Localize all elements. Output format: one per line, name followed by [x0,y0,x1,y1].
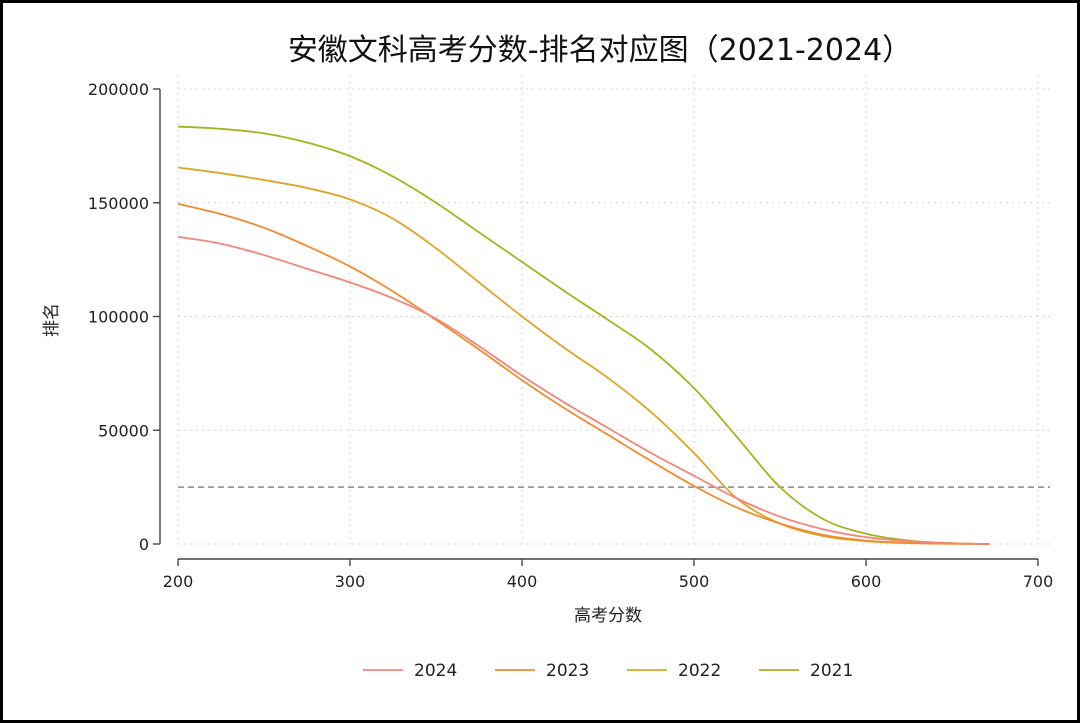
legend-item-2024: 2024 [363,661,457,681]
chart-title: 安徽文科高考分数-排名对应图（2021-2024） [288,33,912,68]
axis-layer: 0 50000 100000 150000 200000 200 300 400 500 600 7… [88,80,1053,591]
legend-item-2023: 2023 [495,661,589,681]
legend-label: 2022 [678,661,721,681]
x-tick-label: 700 [1023,572,1054,591]
legend: 2024 2023 2022 2021 [363,661,853,681]
legend-item-2022: 2022 [627,661,721,681]
y-tick-label: 0 [139,535,149,554]
x-tick-label: 400 [507,572,538,591]
y-tick-label: 150000 [88,194,149,213]
series-layer [177,125,990,545]
grid-layer [177,75,1050,545]
chart-canvas: 安徽文科高考分数-排名对应图（2021-2024） 0 50000 100000 15… [42,33,1053,681]
x-axis-title: 高考分数 [574,606,642,626]
x-tick-label: 200 [163,572,194,591]
x-tick-label: 600 [851,572,882,591]
series-line-2023 [177,203,990,545]
y-tick-label: 200000 [88,80,149,99]
legend-label: 2024 [414,661,457,681]
y-tick-label: 100000 [88,308,149,327]
x-tick-label: 500 [679,572,710,591]
y-axis-title: 排名 [42,303,62,337]
y-tick-label: 50000 [98,421,149,440]
series-line-2024 [177,235,990,545]
legend-label: 2021 [810,661,853,681]
legend-label: 2023 [546,661,589,681]
series-line-2021 [177,125,990,545]
x-tick-label: 300 [335,572,366,591]
legend-item-2021: 2021 [759,661,853,681]
